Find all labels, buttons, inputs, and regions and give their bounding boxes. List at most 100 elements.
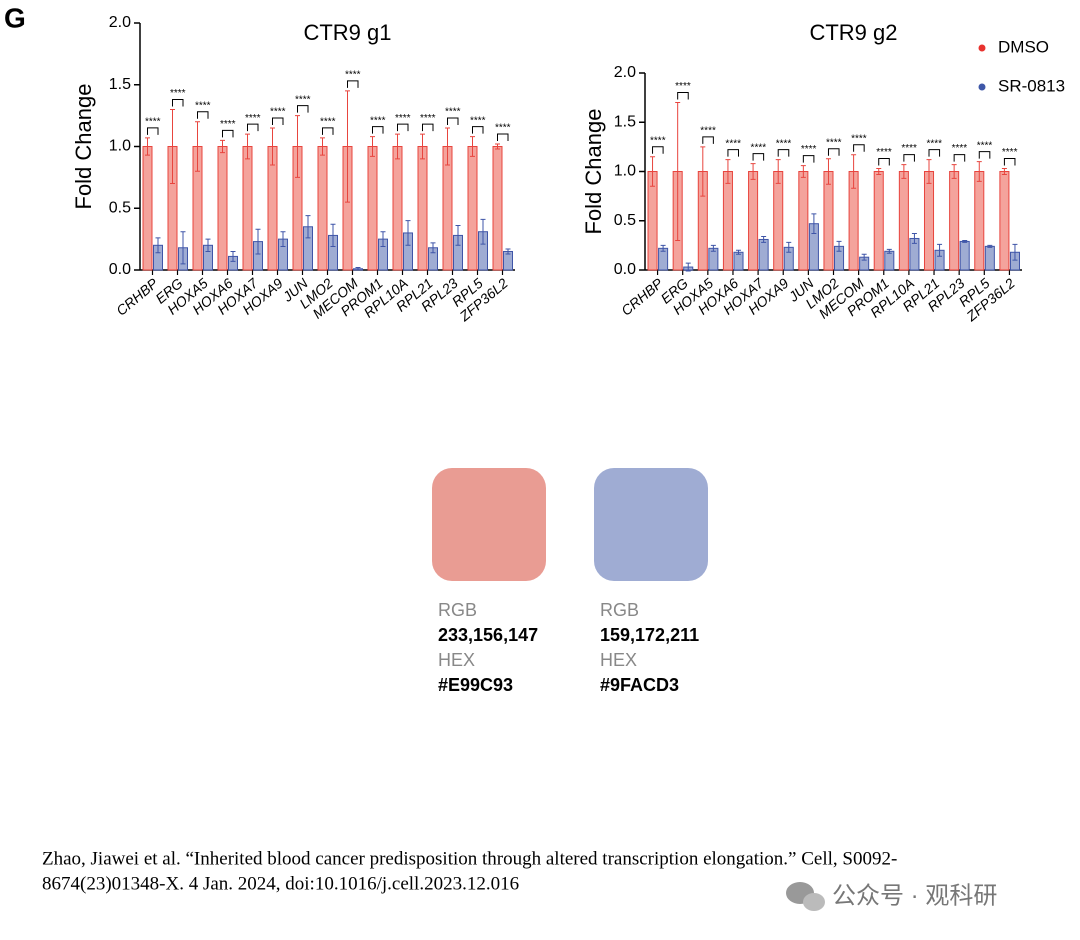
error-bar bbox=[180, 231, 186, 265]
y-axis-label: Fold Change bbox=[71, 84, 96, 210]
error-bar bbox=[886, 248, 892, 254]
panel-label: G bbox=[4, 2, 26, 33]
y-tick-label: 0.5 bbox=[109, 199, 131, 216]
significance-bracket bbox=[172, 98, 184, 107]
error-bar bbox=[245, 133, 250, 160]
significance-label: **** bbox=[826, 137, 842, 148]
significance-bracket bbox=[827, 148, 840, 156]
significance-bracket bbox=[652, 146, 664, 154]
error-bar bbox=[355, 267, 361, 271]
y-tick-label: 2.0 bbox=[614, 64, 636, 81]
bar bbox=[823, 171, 834, 271]
significance-bracket bbox=[372, 126, 384, 134]
error-bar bbox=[170, 108, 175, 185]
bar bbox=[142, 146, 153, 271]
error-bar bbox=[951, 164, 957, 179]
significance-label: **** bbox=[320, 116, 336, 127]
error-bar bbox=[1012, 243, 1018, 261]
error-bar bbox=[380, 231, 386, 248]
bar bbox=[873, 171, 884, 271]
y-tick-label: 1.5 bbox=[614, 113, 636, 130]
error-bar bbox=[786, 241, 792, 253]
error-bar bbox=[155, 237, 161, 254]
swatch-value: #9FACD3 bbox=[600, 675, 679, 695]
bar bbox=[392, 146, 403, 271]
significance-bracket bbox=[397, 123, 409, 132]
error-bar bbox=[420, 133, 425, 160]
error-bar bbox=[851, 154, 857, 189]
significance-bracket bbox=[247, 123, 259, 132]
swatch-label: RGB bbox=[438, 600, 477, 620]
error-bar bbox=[220, 139, 225, 154]
significance-bracket bbox=[1003, 158, 1016, 166]
significance-bracket bbox=[953, 154, 966, 162]
significance-bracket bbox=[903, 154, 915, 162]
error-bar bbox=[937, 243, 943, 257]
error-bar bbox=[430, 242, 436, 254]
error-bar bbox=[911, 233, 917, 244]
significance-bracket bbox=[297, 105, 309, 113]
bar bbox=[959, 240, 970, 271]
error-bar bbox=[735, 249, 741, 255]
significance-label: **** bbox=[345, 70, 361, 81]
bar bbox=[758, 238, 769, 271]
error-bar bbox=[976, 161, 982, 182]
error-bar bbox=[1001, 168, 1007, 175]
error-bar bbox=[470, 136, 475, 157]
y-axis-label: Fold Change bbox=[581, 109, 606, 235]
citation: Zhao, Jiawei et al. “Inherited blood can… bbox=[42, 848, 897, 869]
error-bar bbox=[495, 143, 500, 150]
swatch-value: 233,156,147 bbox=[438, 625, 538, 645]
significance-bracket bbox=[422, 123, 434, 132]
error-bar bbox=[775, 159, 781, 184]
error-bar bbox=[280, 231, 286, 248]
significance-label: **** bbox=[245, 113, 261, 124]
significance-bracket bbox=[322, 127, 334, 135]
significance-bracket bbox=[752, 153, 765, 161]
significance-bracket bbox=[928, 149, 941, 157]
swatch-value: 159,172,211 bbox=[600, 625, 699, 645]
bar bbox=[722, 171, 733, 271]
error-bar bbox=[700, 146, 706, 197]
citation: 8674(23)01348-X. 4 Jan. 2024, doi:10.101… bbox=[42, 873, 519, 894]
y-tick-label: 0.5 bbox=[614, 212, 636, 229]
significance-label: **** bbox=[445, 107, 461, 118]
bar bbox=[949, 171, 960, 271]
error-bar bbox=[811, 213, 817, 235]
bar bbox=[733, 251, 744, 271]
error-bar bbox=[455, 225, 461, 246]
y-tick-label: 0.0 bbox=[109, 261, 131, 278]
error-bar bbox=[405, 220, 411, 246]
error-bar bbox=[660, 244, 666, 252]
legend-marker bbox=[978, 44, 986, 52]
bar bbox=[923, 171, 935, 271]
significance-label: **** bbox=[650, 135, 666, 146]
error-bar bbox=[230, 250, 236, 262]
significance-label: **** bbox=[901, 143, 917, 154]
swatch-label: HEX bbox=[600, 650, 637, 670]
significance-bracket bbox=[347, 80, 359, 88]
error-bar bbox=[345, 90, 350, 203]
color-swatch bbox=[594, 468, 708, 581]
significance-bracket bbox=[702, 136, 714, 144]
significance-label: **** bbox=[876, 147, 892, 158]
bar bbox=[798, 171, 809, 271]
significance-label: **** bbox=[700, 126, 716, 137]
significance-label: **** bbox=[295, 94, 311, 105]
y-tick-label: 1.0 bbox=[109, 138, 131, 155]
significance-label: **** bbox=[145, 116, 161, 127]
y-tick-label: 1.0 bbox=[614, 163, 636, 180]
watermark: 公众号 · 观科研 bbox=[832, 882, 997, 909]
significance-bracket bbox=[447, 117, 459, 125]
significance-bracket bbox=[802, 155, 815, 163]
y-tick-label: 2.0 bbox=[109, 14, 131, 31]
significance-label: **** bbox=[170, 88, 186, 99]
error-bar bbox=[480, 218, 486, 245]
bar bbox=[242, 146, 253, 271]
error-bar bbox=[800, 165, 806, 178]
significance-bracket bbox=[222, 129, 234, 138]
y-tick-label: 1.5 bbox=[109, 76, 131, 93]
error-bar bbox=[370, 136, 375, 157]
error-bar bbox=[650, 156, 656, 187]
